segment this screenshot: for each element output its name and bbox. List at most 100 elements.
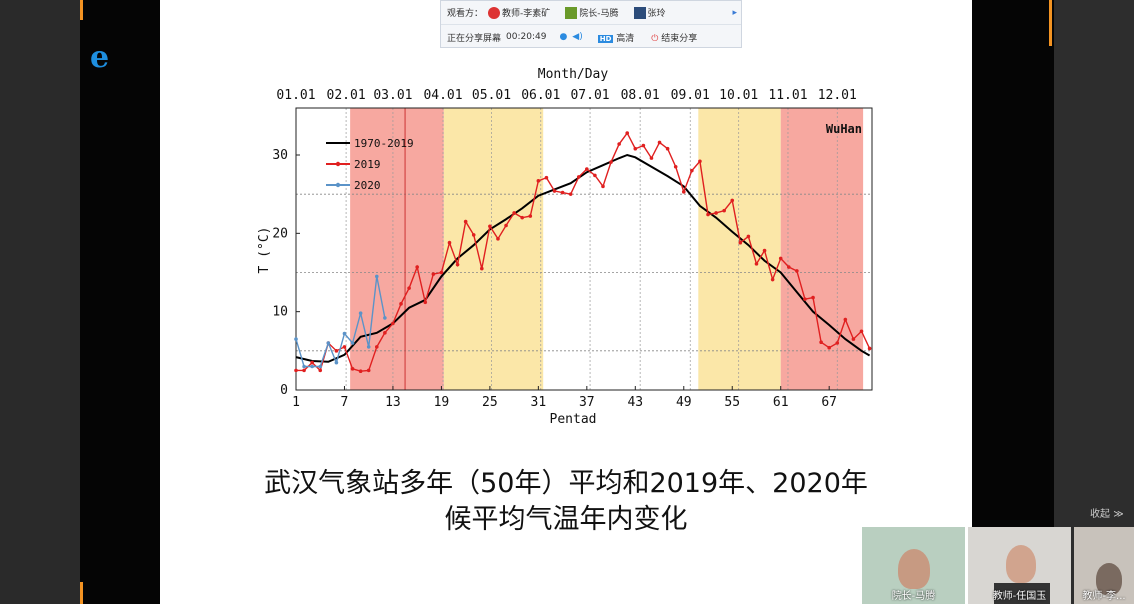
data-point (383, 316, 387, 320)
data-point (455, 262, 460, 267)
data-point (746, 234, 751, 239)
data-point (625, 131, 630, 135)
participant-video (1006, 545, 1036, 583)
data-point (762, 248, 767, 253)
x-tick-label: 7 (341, 395, 349, 410)
data-point (463, 219, 468, 224)
series-line-2019 (296, 131, 871, 372)
data-point (318, 364, 323, 369)
data-point (795, 269, 799, 273)
share-frame-corner (1030, 0, 1052, 46)
top-tick-label: 12.01 (818, 88, 857, 103)
viewer-item[interactable]: 院长-马腾 (565, 6, 619, 20)
data-point (302, 364, 306, 369)
avatar (488, 7, 501, 20)
data-point (488, 224, 492, 229)
screen-share-toolbar: 观看方： 教师-李素矿 院长-马腾 张玲 ▸ 正在分享屏幕 00:20:49 ●… (440, 0, 742, 48)
data-point (358, 369, 363, 374)
data-point (350, 341, 355, 345)
data-point (471, 233, 476, 237)
y-tick-label: 30 (272, 148, 288, 163)
video-tile[interactable]: 教师-任国玉 (968, 527, 1071, 604)
viewer-item[interactable]: 张玲 (633, 6, 666, 20)
data-point (544, 175, 549, 180)
data-point (415, 265, 419, 269)
scroll-right-icon[interactable]: ▸ (732, 7, 737, 18)
data-point (423, 300, 428, 305)
data-point (698, 159, 702, 164)
station-label: WuHan (826, 122, 862, 136)
data-point (326, 341, 331, 345)
x-tick-label: 61 (773, 395, 789, 410)
data-point (770, 277, 775, 282)
share-timer: 00:20:49 (506, 32, 547, 42)
data-point (342, 331, 347, 336)
hd-quality-button[interactable]: HD 高清 (597, 33, 635, 44)
season-band (698, 108, 781, 390)
data-point (609, 160, 613, 164)
data-point (302, 368, 306, 373)
data-point (673, 164, 678, 169)
data-point (310, 364, 314, 369)
data-point (730, 198, 735, 203)
viewer-item[interactable]: 教师-李素矿 (488, 6, 550, 20)
data-point (366, 345, 371, 349)
season-band (350, 108, 444, 390)
season-band (443, 108, 544, 390)
data-point (657, 140, 662, 145)
data-point (722, 208, 726, 213)
data-point (383, 331, 387, 335)
end-share-button[interactable]: ⏻ 结束分享 (651, 33, 698, 44)
top-tick-label: 01.01 (276, 88, 315, 103)
collapse-video-button[interactable]: 收起 ≫ (1090, 509, 1124, 520)
data-point (480, 266, 484, 271)
share-frame-corner (80, 582, 102, 604)
chevron-double-down-icon: ≫ (1113, 509, 1124, 520)
data-point (439, 270, 444, 275)
data-point (649, 156, 654, 160)
top-tick-label: 08.01 (621, 88, 660, 103)
data-point (786, 265, 791, 269)
data-point (294, 337, 298, 341)
plot-frame (295, 107, 873, 391)
data-point (399, 302, 403, 306)
video-tile[interactable]: 院长-马腾 (862, 527, 965, 604)
x-tick-label: 67 (821, 395, 837, 410)
data-point (374, 345, 379, 349)
data-point (585, 167, 589, 171)
participant-video (1096, 563, 1122, 595)
data-point (504, 223, 508, 228)
x-tick-label: 43 (627, 395, 643, 410)
data-point (633, 146, 638, 151)
data-point (512, 211, 516, 215)
x-tick-label: 31 (531, 395, 547, 410)
data-point (334, 360, 339, 365)
left-black-margin (80, 0, 160, 604)
data-point (706, 212, 710, 217)
power-icon: ⏻ (651, 33, 659, 44)
data-point (681, 190, 686, 194)
data-point (374, 274, 379, 279)
microphone-icon[interactable]: ● (559, 32, 568, 42)
y-tick-label: 10 (272, 305, 288, 320)
data-point (334, 349, 339, 353)
top-tick-label: 05.01 (472, 88, 511, 103)
top-tick-label: 10.01 (719, 88, 758, 103)
internet-explorer-icon[interactable]: e (90, 40, 110, 75)
right-black-margin (972, 0, 1054, 604)
data-point (835, 341, 840, 345)
data-point (593, 173, 597, 178)
data-point (318, 368, 323, 373)
data-point (294, 368, 298, 373)
data-point (811, 295, 815, 300)
legend-label: 2019 (354, 158, 381, 171)
data-point (520, 215, 524, 220)
top-tick-label: 02.01 (327, 88, 366, 103)
video-tile[interactable]: 教师-李... (1074, 527, 1134, 604)
speaker-icon[interactable]: ◀) (572, 32, 583, 42)
data-point (641, 143, 646, 148)
data-point (754, 262, 759, 266)
data-point (366, 368, 371, 373)
caption-line-1: 武汉气象站多年（50年）平均和2019年、2020年 (264, 468, 868, 499)
